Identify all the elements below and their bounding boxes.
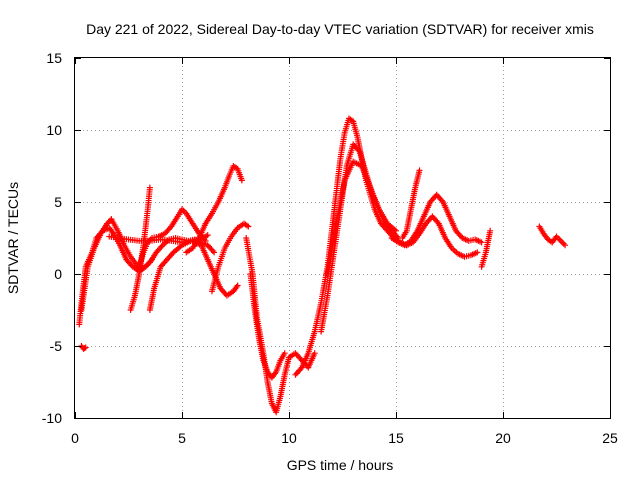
- series-t17: [403, 213, 481, 260]
- data-point-marker: [211, 249, 218, 256]
- series-t18: [399, 167, 423, 241]
- series-t19: [478, 227, 494, 270]
- x-tick-label: 0: [71, 430, 79, 446]
- data-point-marker: [474, 249, 481, 256]
- x-tick-label: 15: [388, 430, 404, 446]
- chart-title: Day 221 of 2022, Sidereal Day-to-day VTE…: [86, 21, 594, 37]
- data-point-marker: [478, 239, 485, 246]
- x-axis-label: GPS time / hours: [287, 457, 394, 473]
- data-point-marker: [81, 345, 88, 352]
- series-t20: [536, 223, 569, 249]
- y-tick-label: 5: [54, 194, 62, 210]
- y-tick-label: -5: [50, 338, 63, 354]
- y-tick-label: 10: [46, 122, 62, 138]
- data-point-marker: [238, 177, 245, 184]
- series-t13: [292, 115, 410, 378]
- data-point-marker: [281, 350, 288, 357]
- data-point-marker: [234, 282, 241, 289]
- data-point-marker: [245, 223, 252, 230]
- x-tick-label: 20: [495, 430, 511, 446]
- data-point-marker: [146, 184, 153, 191]
- series-t6: [127, 184, 153, 313]
- series-t2: [78, 216, 115, 313]
- y-axis-label: SDTVAR / TECUs: [5, 182, 21, 294]
- series-t10: [208, 220, 252, 295]
- axis-ticks: 0 5 10 15 20 25 -10 -5 0 5 10 15: [42, 50, 618, 446]
- y-tick-label: 15: [46, 50, 62, 66]
- data-point-marker: [204, 232, 211, 239]
- series-t21: [78, 343, 89, 352]
- data-point-marker: [82, 344, 89, 351]
- series-t16: [388, 191, 485, 249]
- data-point-marker: [311, 350, 318, 357]
- y-tick-label: 0: [54, 266, 62, 282]
- x-tick-label: 25: [602, 430, 618, 446]
- series-t15: [324, 158, 399, 277]
- data-points: [76, 115, 569, 416]
- series-t12: [247, 271, 288, 381]
- data-point-marker: [393, 227, 399, 234]
- data-point-marker: [487, 227, 494, 234]
- series-t7: [146, 237, 218, 313]
- x-tick-label: 10: [281, 430, 297, 446]
- series-t9: [191, 239, 241, 299]
- data-point-marker: [416, 167, 423, 174]
- x-tick-label: 5: [178, 430, 186, 446]
- data-point-marker: [562, 242, 569, 249]
- y-tick-label: -10: [42, 410, 62, 426]
- plot-frame: [74, 57, 611, 419]
